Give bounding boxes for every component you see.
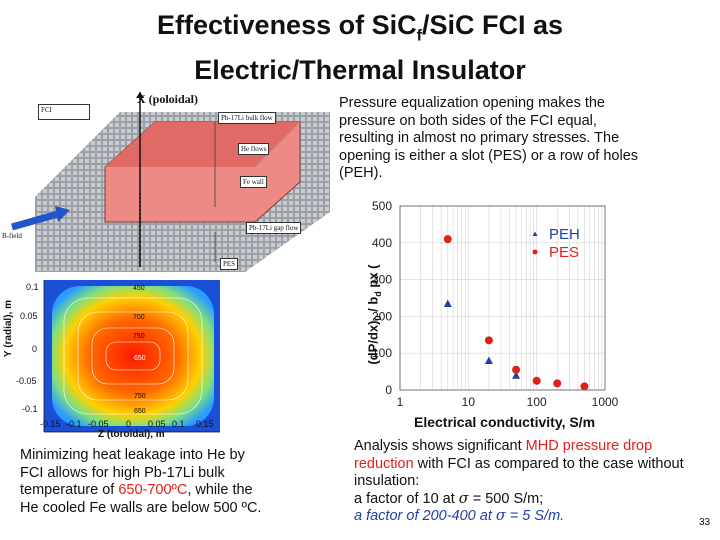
slide-title: Effectiveness of SiCf/SiC FCI as Electri… — [0, 8, 720, 87]
chart-y-label: (dP/dx)0 / bd px ( — [365, 210, 389, 365]
slide-number: 33 — [699, 517, 711, 528]
contour-x-tick: 0.1 — [172, 419, 185, 429]
contour-label: 750 — [133, 333, 145, 340]
legend-marker-peh — [532, 231, 538, 236]
y-label-sub: d — [373, 291, 383, 298]
chart-y-ticks: 0 100 200 300 400 500 — [372, 199, 392, 397]
contour-label: 750 — [134, 393, 146, 400]
contour-x-label: Z (toroidal), m — [98, 429, 165, 440]
sigma-symbol: σ — [495, 508, 506, 524]
text-part: a factor of 200-400 at — [354, 508, 496, 524]
title-part: Effectiveness of SiC — [157, 10, 417, 40]
label-pes: PES — [220, 258, 239, 270]
x-tick-label: 100 — [527, 395, 547, 409]
y-tick-label: 0 — [385, 383, 392, 397]
bottom-right-text: Analysis shows significant MHD pressure … — [354, 438, 714, 526]
y-label-part: px ( — [365, 264, 381, 292]
isoline — [91, 327, 175, 385]
contour-label: 450 — [133, 285, 145, 292]
contour-y-label: Y (radial), m — [3, 300, 14, 358]
contour-label: 650 — [134, 408, 146, 415]
contour-y-tick: -0.1 — [22, 404, 38, 414]
sigma-symbol: σ — [458, 490, 469, 507]
legend-label: PES — [549, 244, 579, 261]
contour-label: 700 — [133, 314, 145, 321]
chart-x-label: Electrical conductivity, S/m — [414, 414, 596, 430]
contour-x-tick: 0.15 — [196, 419, 214, 429]
y-tick-label: 500 — [372, 199, 392, 213]
contour-x-tick: 0 — [126, 419, 132, 429]
data-point-pes — [443, 235, 452, 244]
data-point-pes — [553, 379, 562, 388]
chart-x-ticks: 1 10 100 1000 — [397, 395, 619, 409]
pb-top-face — [105, 122, 300, 167]
y-tick-label: 300 — [372, 273, 392, 287]
isoline — [105, 341, 161, 371]
y-tick-label: 400 — [372, 236, 392, 250]
text-part: a factor of 10 at — [354, 490, 459, 507]
label-pb-bulk: Pb-17Li bulk flow — [218, 112, 276, 124]
label-b-field: B-field — [2, 232, 22, 240]
data-point-pes — [532, 376, 541, 385]
x-axis-arrowhead — [136, 92, 144, 98]
text-part: Analysis shows significant — [354, 438, 526, 454]
y-label-part: / — [365, 305, 381, 316]
contour-x-tick: -0.15 — [40, 419, 61, 429]
data-point-pes — [484, 336, 493, 345]
legend-marker-pes — [532, 249, 538, 255]
bottom-left-text: Minimizing heat leakage into He by FCI a… — [20, 447, 270, 517]
text-part: with FCI as compared to the case without… — [354, 455, 684, 490]
temperature-contour-plot — [43, 280, 220, 433]
text-part: , while the He cooled Fe walls are below… — [20, 482, 262, 516]
b-field-arrow — [11, 210, 59, 231]
text-part: Minimizing heat leakage into He by FCI a… — [20, 447, 245, 498]
y-tick-label: 100 — [372, 346, 392, 360]
title-subscript: f — [416, 27, 422, 45]
contour-y-tick: 0 — [32, 344, 38, 354]
label-fe-wall: Fe wall — [240, 176, 267, 188]
contour-y-tick: 0.05 — [20, 311, 38, 321]
text-part: = 5 S/m. — [505, 508, 565, 524]
chart-points — [443, 235, 589, 391]
label-he-flows: He flows — [238, 143, 270, 155]
x-tick-label: 1000 — [592, 395, 619, 409]
isoline — [77, 311, 189, 401]
right-top-text: Pressure equalization opening makes the … — [339, 95, 639, 181]
contour-fill — [52, 286, 214, 426]
b-field-arrowhead — [55, 206, 70, 222]
y-label-part: b — [365, 297, 381, 306]
isoline — [63, 297, 203, 415]
y-label-sub: 0 — [373, 315, 383, 321]
text-part: = 500 S/m; — [468, 490, 544, 507]
data-point-peh — [512, 371, 521, 379]
chart-frame — [399, 205, 606, 391]
contour-y-tick: -0.05 — [16, 376, 37, 386]
highlight-mhd: MHD pressure drop reduction — [354, 438, 653, 472]
title-part: /SiC FCI as — [421, 10, 563, 40]
y-label-part: (dP/dx) — [365, 320, 381, 365]
label-x-poloidal: X (poloidal) — [137, 92, 199, 106]
x-tick-label: 1 — [397, 395, 404, 409]
contour-label: 650 — [134, 355, 146, 362]
contour-y-tick: 0.1 — [26, 282, 39, 292]
data-point-peh — [443, 299, 452, 308]
y-tick-label: 200 — [372, 309, 392, 323]
highlight-temperature: 650-700ºC — [118, 482, 188, 498]
data-point-peh — [484, 356, 493, 365]
title-line2: Electric/Thermal Insulator — [194, 55, 526, 86]
label-fci: FCI — [38, 104, 90, 120]
contour-x-tick: 0.05 — [148, 419, 166, 429]
legend-label: PEH — [549, 226, 580, 243]
x-tick-label: 10 — [462, 395, 476, 409]
contour-x-tick: -0.05 — [88, 419, 109, 429]
contour-x-tick: -0.1 — [66, 419, 82, 429]
label-pb-gap: Pb-17Li gap flow — [246, 222, 302, 234]
data-point-pes — [512, 365, 521, 374]
data-point-pes — [580, 382, 589, 391]
